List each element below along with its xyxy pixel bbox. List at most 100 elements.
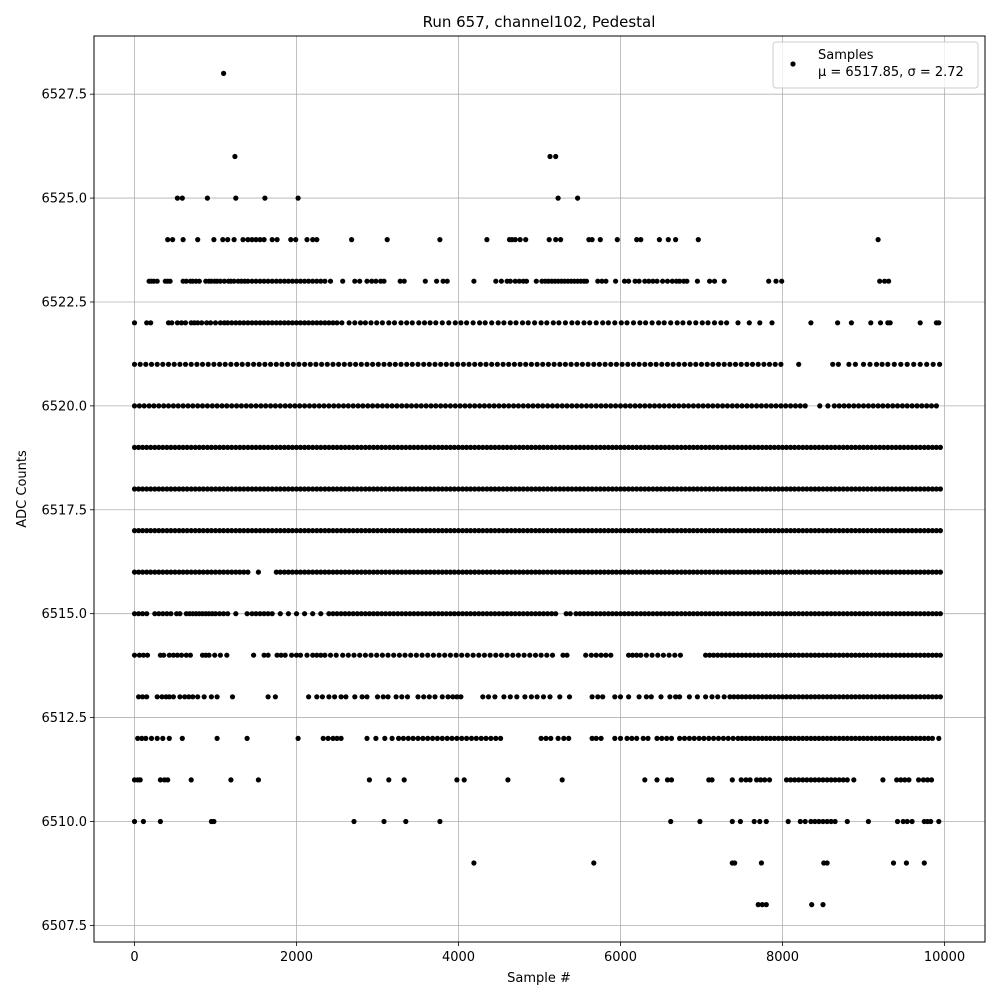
data-point <box>172 528 178 534</box>
data-point <box>447 652 453 658</box>
data-point <box>603 652 609 658</box>
data-point <box>256 361 262 367</box>
data-point <box>917 528 923 534</box>
data-point <box>583 652 589 658</box>
data-point <box>520 486 526 492</box>
data-point <box>430 735 436 742</box>
data-point <box>338 444 344 450</box>
data-point <box>796 528 802 534</box>
data-point <box>727 444 733 450</box>
data-point <box>439 569 445 575</box>
data-point <box>536 486 543 492</box>
data-point <box>889 652 895 658</box>
data-point <box>471 860 477 866</box>
data-point <box>212 320 219 326</box>
data-point <box>632 278 638 284</box>
data-point <box>651 403 658 409</box>
data-point <box>730 735 736 742</box>
data-point <box>322 652 328 658</box>
data-point <box>897 486 903 492</box>
data-point <box>340 403 347 409</box>
data-point <box>249 486 255 492</box>
data-point <box>273 528 279 534</box>
data-point <box>759 569 765 575</box>
data-point <box>739 652 745 658</box>
data-point <box>699 320 705 326</box>
data-point <box>148 444 154 450</box>
data-point <box>864 694 871 700</box>
data-point <box>553 444 559 450</box>
data-point <box>358 569 364 575</box>
data-point <box>779 611 786 617</box>
data-point <box>732 860 738 866</box>
data-point <box>664 735 670 742</box>
data-point <box>285 361 291 367</box>
data-point <box>921 694 927 700</box>
data-point <box>626 694 632 700</box>
data-point <box>179 195 185 201</box>
data-point <box>577 486 583 492</box>
data-point <box>602 361 608 367</box>
data-point <box>681 403 687 409</box>
data-point <box>864 486 871 492</box>
data-point <box>239 361 245 367</box>
data-point <box>860 444 867 450</box>
data-point <box>245 444 251 450</box>
data-point <box>229 486 235 492</box>
data-point <box>897 611 903 617</box>
data-point <box>551 361 557 367</box>
data-point <box>703 486 709 492</box>
data-point <box>649 652 655 658</box>
data-point <box>228 777 234 783</box>
data-point <box>646 444 652 450</box>
data-point <box>933 652 940 658</box>
data-point <box>608 652 614 658</box>
data-point <box>836 486 842 492</box>
data-point <box>204 403 210 409</box>
data-point <box>737 818 744 825</box>
data-point <box>221 486 227 492</box>
data-point <box>297 278 304 284</box>
data-point <box>613 403 619 409</box>
data-point <box>285 278 291 284</box>
data-point <box>804 444 810 450</box>
data-point <box>488 735 494 742</box>
data-point <box>330 361 336 367</box>
data-point <box>167 278 173 284</box>
data-point <box>662 611 668 617</box>
data-point <box>609 611 616 617</box>
data-point <box>852 486 859 492</box>
y-tick-label: 6527.5 <box>42 88 88 103</box>
data-point <box>350 611 356 617</box>
data-point <box>796 486 802 492</box>
data-point <box>792 735 798 742</box>
data-point <box>411 611 417 617</box>
data-point <box>245 528 251 534</box>
data-point <box>711 735 717 742</box>
data-point <box>763 735 769 742</box>
data-point <box>755 444 761 450</box>
data-point <box>920 777 927 783</box>
data-point <box>350 486 356 492</box>
data-point <box>581 320 587 326</box>
data-point <box>146 403 152 409</box>
data-point <box>411 569 417 575</box>
data-point <box>690 569 697 575</box>
data-point <box>739 486 745 492</box>
data-point <box>484 611 490 617</box>
data-point <box>710 361 716 367</box>
data-point <box>154 735 160 742</box>
data-point <box>428 403 434 409</box>
data-point <box>152 569 158 575</box>
data-point <box>399 569 405 575</box>
data-point <box>636 278 642 284</box>
data-point <box>638 569 644 575</box>
data-point <box>634 486 640 492</box>
data-point <box>636 694 642 700</box>
data-point <box>240 237 246 243</box>
data-point <box>555 195 561 201</box>
data-point <box>374 403 381 409</box>
data-point <box>136 528 142 534</box>
data-point <box>885 611 891 617</box>
data-point <box>844 694 850 700</box>
